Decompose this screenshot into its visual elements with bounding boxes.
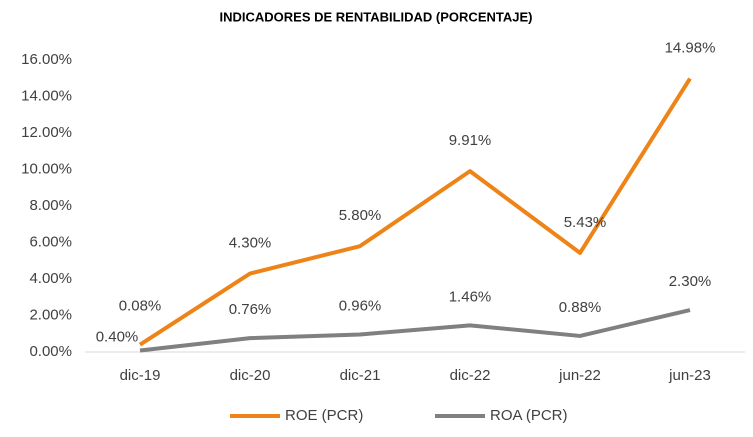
legend-label: ROE (PCR) xyxy=(285,407,363,424)
y-tick-label: 6.00% xyxy=(29,233,72,250)
data-label: 4.30% xyxy=(229,234,272,251)
x-tick-label: dic-20 xyxy=(230,367,271,384)
data-label: 0.96% xyxy=(339,297,382,314)
chart-title: INDICADORES DE RENTABILIDAD (PORCENTAJE) xyxy=(220,9,533,24)
data-label: 9.91% xyxy=(449,132,492,149)
data-label: 14.98% xyxy=(665,40,716,57)
x-tick-label: dic-19 xyxy=(120,367,161,384)
x-tick-label: jun-23 xyxy=(668,367,711,384)
x-tick-label: dic-21 xyxy=(340,367,381,384)
series-line xyxy=(138,77,692,347)
series-line xyxy=(139,308,691,353)
data-label: 5.43% xyxy=(564,214,607,231)
y-tick-label: 10.00% xyxy=(21,160,72,177)
y-tick-label: 12.00% xyxy=(21,124,72,141)
x-tick-label: jun-22 xyxy=(558,367,601,384)
data-label: 0.08% xyxy=(119,298,162,315)
x-tick-label: dic-22 xyxy=(450,367,491,384)
legend-label: ROA (PCR) xyxy=(490,407,568,424)
data-label: 0.88% xyxy=(559,299,602,316)
data-label: 5.80% xyxy=(339,207,382,224)
y-tick-label: 4.00% xyxy=(29,270,72,287)
y-tick-label: 14.00% xyxy=(21,87,72,104)
data-label: 0.76% xyxy=(229,301,272,318)
y-tick-label: 16.00% xyxy=(21,51,72,68)
data-label: 2.30% xyxy=(669,273,712,290)
y-tick-label: 0.00% xyxy=(29,343,72,360)
y-tick-label: 8.00% xyxy=(29,197,72,214)
data-label: 0.40% xyxy=(96,329,139,346)
data-label: 1.46% xyxy=(449,288,492,305)
y-tick-label: 2.00% xyxy=(29,306,72,323)
